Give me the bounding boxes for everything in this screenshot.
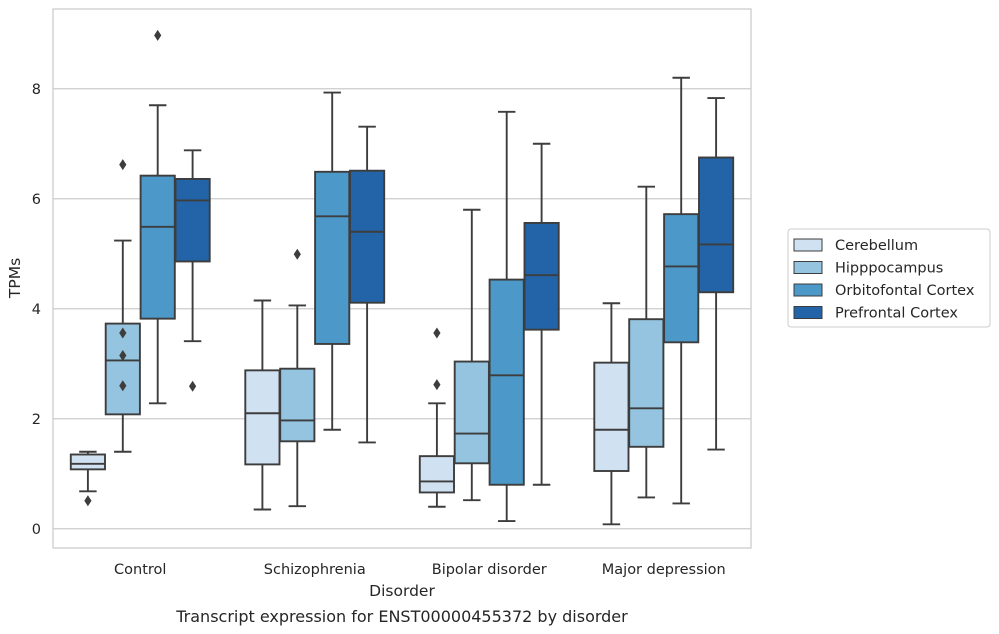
- box-0: [69, 450, 106, 507]
- legend-item: Cerebellum: [793, 238, 918, 254]
- box-iqr: [244, 369, 281, 466]
- legend-item: Orbitofontal Cortex: [793, 283, 975, 299]
- box-iqr: [69, 453, 106, 471]
- y-tick-label: 8: [32, 82, 41, 98]
- box-series: [69, 29, 735, 526]
- legend-item: Prefrontal Cortex: [793, 306, 958, 322]
- box-iqr: [628, 318, 665, 448]
- series-prefrontal-cortex: [174, 97, 735, 486]
- box-1: [279, 248, 316, 508]
- box-iqr: [174, 177, 211, 263]
- outlier-point: [433, 327, 441, 339]
- y-tick-label: 6: [32, 192, 41, 208]
- box-iqr: [523, 221, 560, 331]
- legend-label: Prefrontal Cortex: [835, 306, 958, 322]
- box-1: [314, 91, 351, 431]
- box-0: [174, 149, 211, 392]
- legend-label: Cerebellum: [835, 238, 918, 254]
- box-iqr: [139, 174, 176, 320]
- outlier-point: [154, 29, 162, 41]
- legend-label: Hipppocampus: [835, 261, 943, 277]
- outlier-point: [119, 159, 127, 171]
- box-2: [488, 110, 525, 522]
- box-2: [453, 208, 490, 502]
- legend-swatch: [793, 306, 823, 319]
- y-tick-labels: 0 2 4 6 8: [32, 82, 41, 538]
- outlier-point: [119, 350, 127, 361]
- box-iqr: [104, 322, 141, 416]
- x-tick-label: Bipolar disorder: [432, 562, 547, 578]
- box-3: [663, 76, 700, 505]
- series-orbitofontal-cortex: [139, 29, 700, 522]
- box-iqr: [279, 367, 316, 443]
- box-iqr: [698, 156, 735, 294]
- box-3: [698, 97, 735, 451]
- box-iqr: [453, 360, 490, 465]
- legend-frame: [787, 228, 991, 328]
- box-iqr: [488, 278, 525, 486]
- series-hipppocampus: [104, 159, 665, 508]
- outlier-point: [433, 379, 441, 391]
- box-iqr: [663, 213, 700, 344]
- box-iqr: [314, 170, 351, 345]
- x-tick-labels: Control Schizophrenia Bipolar disorder Majo…: [114, 562, 726, 578]
- legend-swatch: [793, 261, 823, 274]
- legend-label: Orbitofontal Cortex: [835, 283, 975, 299]
- legend-item: Hipppocampus: [793, 261, 943, 277]
- legend-swatch: [793, 283, 823, 297]
- box-1: [349, 125, 386, 444]
- box-iqr: [418, 455, 455, 494]
- box-1: [244, 299, 281, 511]
- box-0: [104, 159, 141, 453]
- box-2: [418, 327, 455, 508]
- box-2: [523, 142, 560, 486]
- box-3: [628, 185, 665, 499]
- x-tick-label: Schizophrenia: [264, 562, 366, 578]
- box-3: [593, 302, 630, 526]
- series-cerebellum: [69, 299, 630, 526]
- legend: Cerebellum Hipppocampus Orbitofontal Corte…: [787, 228, 991, 328]
- box-iqr: [349, 169, 386, 304]
- box-0: [139, 29, 176, 405]
- chart-caption: Transcript expression for ENST0000045537…: [175, 607, 628, 626]
- x-tick-label: Control: [114, 562, 166, 578]
- box-iqr: [593, 361, 630, 472]
- y-tick-label: 2: [32, 412, 41, 428]
- plot-area-frame: [52, 8, 752, 549]
- outlier-point: [119, 380, 127, 392]
- outlier-point: [293, 248, 301, 260]
- legend-swatch: [793, 238, 823, 252]
- y-tick-label: 4: [32, 302, 41, 318]
- x-axis-label: Disorder: [369, 582, 435, 600]
- x-tick-label: Major depression: [602, 562, 726, 578]
- outlier-point: [84, 495, 92, 507]
- outlier-point: [119, 327, 127, 339]
- y-tick-label: 0: [32, 522, 41, 538]
- y-axis-label: TPMs: [6, 258, 24, 299]
- outlier-point: [189, 380, 197, 392]
